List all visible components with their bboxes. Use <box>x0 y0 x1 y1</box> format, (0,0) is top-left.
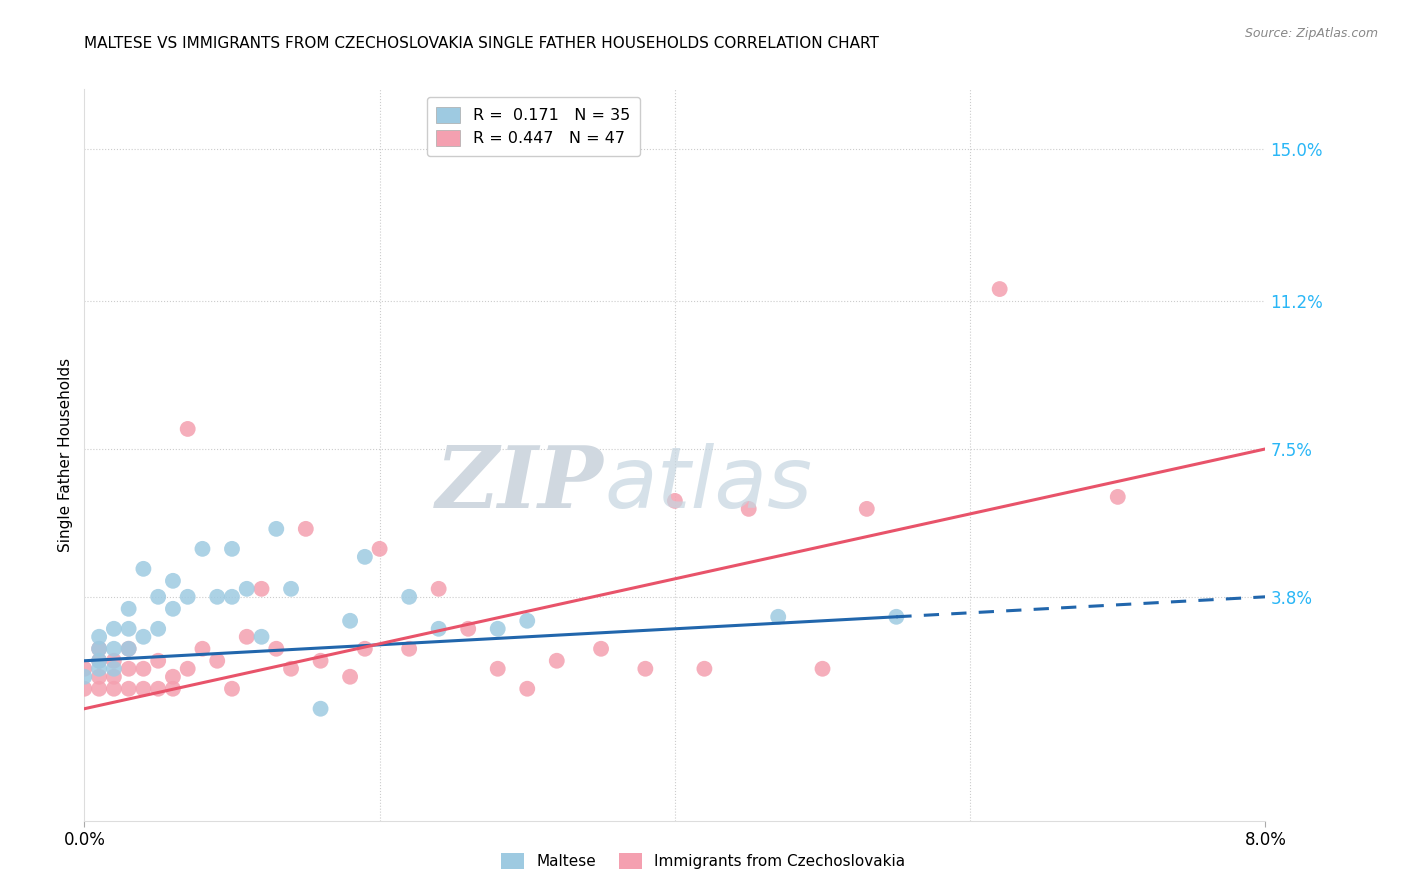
Point <box>886 609 908 624</box>
Point <box>89 630 111 644</box>
Point <box>486 622 509 636</box>
Point <box>73 681 96 696</box>
Point <box>132 562 155 576</box>
Point <box>250 630 273 644</box>
Point <box>162 602 184 616</box>
Point <box>398 590 420 604</box>
Point <box>191 641 214 656</box>
Point <box>162 681 184 696</box>
Text: ZIP: ZIP <box>436 442 605 526</box>
Point <box>148 681 170 696</box>
Point <box>89 641 111 656</box>
Point <box>264 641 288 656</box>
Point <box>309 702 332 716</box>
Point <box>89 641 111 656</box>
Point <box>634 662 657 676</box>
Point <box>132 662 155 676</box>
Legend: R =  0.171   N = 35, R = 0.447   N = 47: R = 0.171 N = 35, R = 0.447 N = 47 <box>426 97 640 156</box>
Point <box>103 622 125 636</box>
Point <box>162 574 184 588</box>
Point <box>103 681 125 696</box>
Point <box>236 582 259 596</box>
Point <box>737 501 759 516</box>
Point <box>221 681 243 696</box>
Point <box>546 654 568 668</box>
Point <box>280 662 302 676</box>
Point <box>73 662 96 676</box>
Point <box>89 681 111 696</box>
Point <box>516 614 538 628</box>
Point <box>368 541 391 556</box>
Point <box>89 670 111 684</box>
Y-axis label: Single Father Households: Single Father Households <box>58 358 73 552</box>
Point <box>516 681 538 696</box>
Point <box>811 662 834 676</box>
Point <box>264 522 288 536</box>
Point <box>89 654 111 668</box>
Point <box>118 662 141 676</box>
Point <box>103 641 125 656</box>
Point <box>148 622 170 636</box>
Point <box>236 630 259 644</box>
Point <box>768 609 790 624</box>
Point <box>309 654 332 668</box>
Point <box>988 282 1011 296</box>
Point <box>89 654 111 668</box>
Point <box>354 641 377 656</box>
Point <box>73 670 96 684</box>
Point <box>280 582 302 596</box>
Point <box>89 662 111 676</box>
Point <box>118 622 141 636</box>
Point <box>354 549 377 564</box>
Point <box>591 641 613 656</box>
Point <box>103 670 125 684</box>
Point <box>132 630 155 644</box>
Point <box>148 590 170 604</box>
Point <box>693 662 716 676</box>
Text: Source: ZipAtlas.com: Source: ZipAtlas.com <box>1244 27 1378 40</box>
Point <box>398 641 420 656</box>
Point <box>1107 490 1129 504</box>
Legend: Maltese, Immigrants from Czechoslovakia: Maltese, Immigrants from Czechoslovakia <box>495 847 911 875</box>
Point <box>339 670 361 684</box>
Point <box>118 602 141 616</box>
Point <box>177 590 200 604</box>
Point <box>132 681 155 696</box>
Point <box>339 614 361 628</box>
Point <box>118 641 141 656</box>
Point <box>162 670 184 684</box>
Point <box>427 582 450 596</box>
Point <box>221 541 243 556</box>
Point <box>250 582 273 596</box>
Point <box>191 541 214 556</box>
Point <box>118 641 141 656</box>
Point <box>427 622 450 636</box>
Point <box>205 654 228 668</box>
Point <box>295 522 318 536</box>
Point <box>664 494 686 508</box>
Point <box>177 662 200 676</box>
Text: MALTESE VS IMMIGRANTS FROM CZECHOSLOVAKIA SINGLE FATHER HOUSEHOLDS CORRELATION C: MALTESE VS IMMIGRANTS FROM CZECHOSLOVAKI… <box>84 36 879 51</box>
Point <box>486 662 509 676</box>
Text: atlas: atlas <box>605 442 813 525</box>
Point <box>103 662 125 676</box>
Point <box>221 590 243 604</box>
Point <box>103 654 125 668</box>
Point <box>855 501 877 516</box>
Point <box>205 590 228 604</box>
Point <box>118 681 141 696</box>
Point <box>148 654 170 668</box>
Point <box>457 622 479 636</box>
Point <box>177 422 200 436</box>
